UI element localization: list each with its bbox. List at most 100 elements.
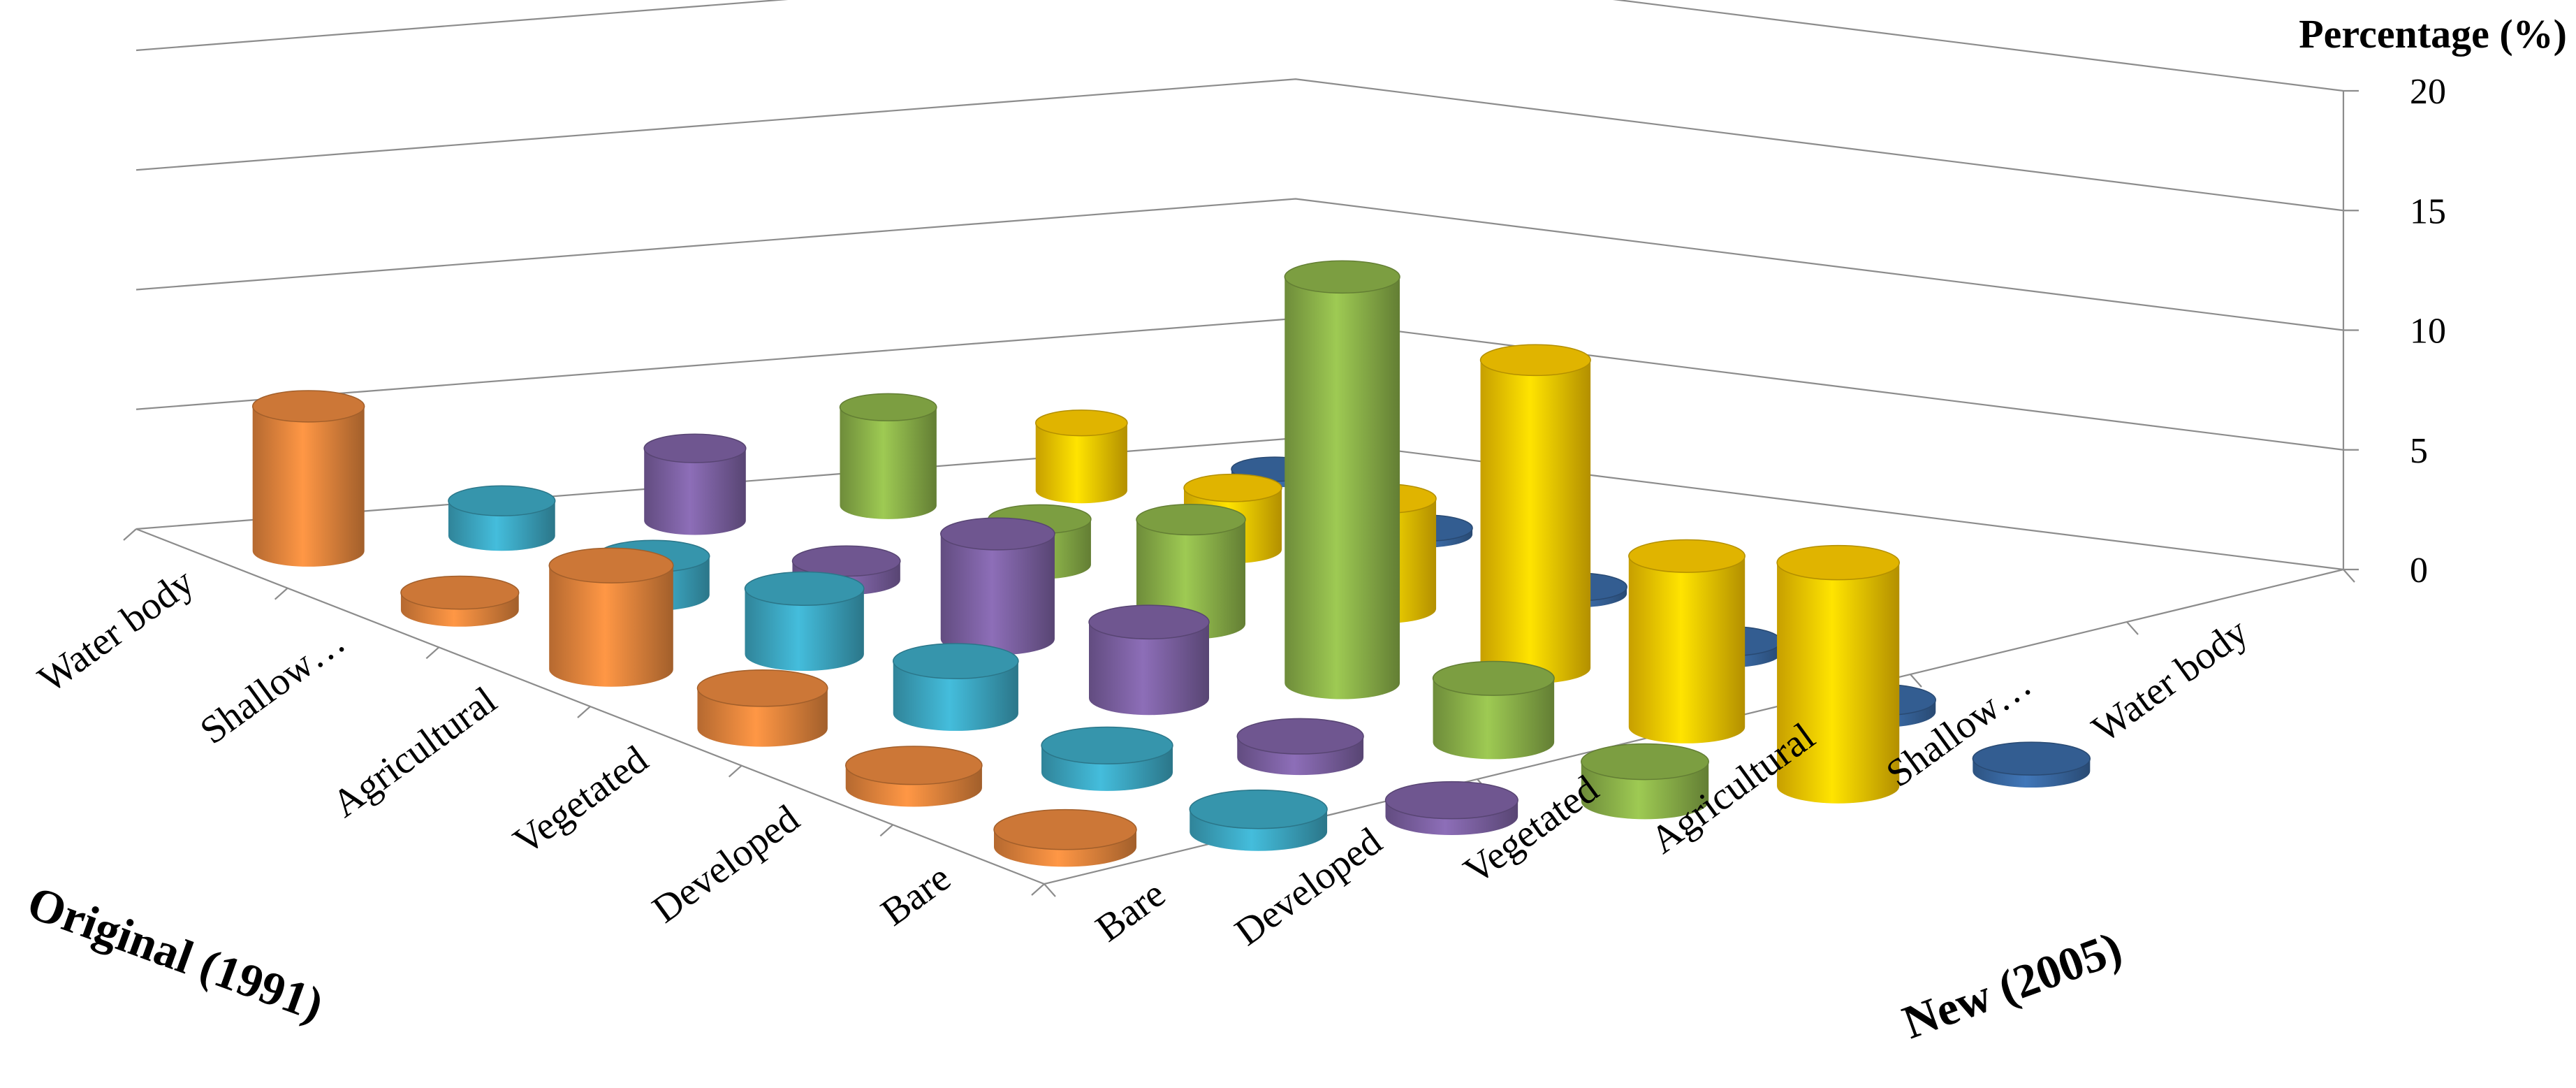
cylinder-bar [1972, 741, 2091, 788]
cylinder-bar [643, 433, 747, 535]
cylinder-top [1432, 660, 1555, 696]
x-tick-mark [1031, 883, 1045, 896]
cylinder-side [1089, 622, 1209, 716]
cylinder-bar [1581, 743, 1709, 820]
original-category-label: Vegetated [506, 738, 656, 864]
x-tick-mark [728, 764, 742, 778]
z-tick-label: 0 [2410, 551, 2428, 590]
cylinder-top [939, 517, 1055, 551]
cylinder-bar [939, 517, 1055, 655]
new-category-label: Water body [2084, 610, 2255, 751]
cylinder-top [1284, 260, 1400, 294]
new-category-label: Bare [1088, 872, 1173, 950]
cylinder-top [448, 485, 556, 516]
cylinder-bar [1384, 781, 1518, 836]
cylinder-top [1189, 789, 1328, 829]
cylinder-bar [1041, 726, 1173, 791]
cylinder-bar [1189, 789, 1328, 851]
cylinder-top [1581, 743, 1709, 781]
x-axis-title: Original (1991) [21, 876, 330, 1031]
z-tick-label: 20 [2410, 72, 2446, 112]
cylinder-side [1777, 563, 1900, 804]
original-category-label: Developed [645, 797, 807, 931]
cylinder-bar [1479, 344, 1591, 683]
original-category-label: Shallow… [192, 619, 353, 753]
y-tick-mark [1044, 883, 1056, 897]
y-tick-mark [2126, 621, 2139, 635]
cylinder-side [1035, 423, 1127, 504]
cylinder-top [1236, 718, 1364, 755]
cylinder-side [1480, 360, 1591, 683]
cylinder-bar [1776, 544, 1901, 804]
z-tick-label: 10 [2410, 312, 2446, 351]
y-axis-title: New (2005) [1896, 921, 2128, 1049]
cylinder-top [844, 746, 983, 785]
cylinder-bar [696, 669, 828, 747]
cylinder-bar [448, 485, 556, 551]
x-tick-mark [879, 824, 894, 837]
cylinder-bar [1236, 718, 1364, 776]
x-tick-mark [123, 528, 137, 541]
cylinder-side [840, 407, 937, 519]
cylinder-top [1384, 781, 1518, 820]
cylinder-top [251, 390, 365, 423]
y-tick-mark [1910, 674, 1922, 688]
cylinder-side [745, 588, 864, 672]
z-axis-ticks: 0 5 10 15 20 [2343, 72, 2446, 590]
cylinder-side [1628, 556, 1746, 744]
cylinder-side [893, 661, 1018, 731]
gridline [136, 317, 2344, 451]
cylinder-top [643, 433, 747, 463]
y-tick-mark [2343, 569, 2355, 583]
cylinder-top [839, 393, 937, 421]
cylinder-top [1479, 344, 1591, 377]
cylinder-top [1972, 741, 2091, 776]
cylinder-top [1034, 409, 1128, 437]
gridline [136, 0, 2344, 92]
cylinder-top [1088, 604, 1210, 640]
x-tick-mark [274, 587, 288, 600]
cylinder-bar [744, 571, 865, 672]
cylinder-top [892, 643, 1019, 679]
cylinder-bar [892, 643, 1019, 731]
original-category-label: Agricultural [324, 679, 504, 826]
gridlines [136, 0, 2344, 571]
x-tick-mark [577, 706, 591, 718]
cylinder-top [744, 571, 865, 607]
cylinder-bar [844, 746, 983, 807]
original-category-label: Water body [31, 560, 202, 702]
cylinder-side [252, 406, 365, 567]
gridline [136, 198, 2344, 331]
cylinder-bar [1034, 409, 1128, 504]
cylinder-side [549, 565, 673, 687]
cylinder-top [791, 545, 901, 577]
cylinder-bar [839, 393, 937, 519]
cylinder-bar [1284, 260, 1400, 699]
z-axis-title: Percentage (%) [2299, 11, 2567, 57]
cylinder-side [1433, 678, 1555, 760]
cylinder-top [993, 808, 1137, 850]
gridline [136, 78, 2344, 212]
cylinder-bar [1432, 660, 1555, 760]
cylinder-bar [993, 808, 1137, 867]
original-category-label: Bare [873, 856, 958, 934]
cylinder-bar [1088, 604, 1210, 716]
cylinder-side [644, 448, 746, 535]
x-tick-mark [425, 646, 440, 660]
cylinder-top [696, 669, 828, 707]
cylinder-top [1628, 539, 1746, 573]
cylinder-bar [251, 390, 365, 567]
cylinder-top [1041, 726, 1173, 764]
cylinder-top [400, 575, 520, 610]
cylinder-bar [548, 547, 674, 687]
cylinder-top [548, 547, 674, 583]
cylinder-bars [251, 260, 2091, 867]
z-tick-label: 5 [2410, 431, 2428, 471]
cylinder-bar [1628, 539, 1746, 744]
z-tick-label: 15 [2410, 191, 2446, 231]
cylinder-top [1136, 504, 1246, 536]
cylinder-top [1776, 544, 1901, 581]
cylinder-side [940, 534, 1055, 655]
cylinder-side [1285, 277, 1400, 699]
